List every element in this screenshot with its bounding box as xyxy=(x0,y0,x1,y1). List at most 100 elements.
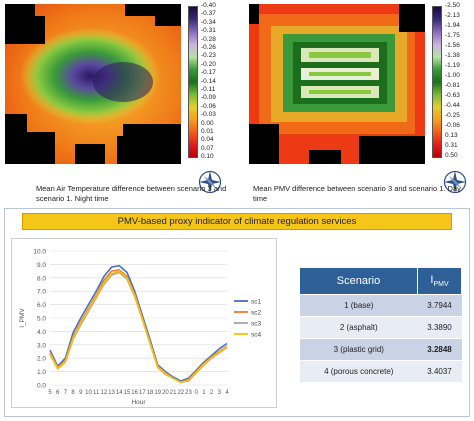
colorbar-label: -0.09 xyxy=(201,94,216,102)
colorbar-label: -1.38 xyxy=(445,52,460,59)
x-tick-label: 15 xyxy=(124,390,131,396)
x-tick-label: 23 xyxy=(185,390,192,396)
chart-svg: 0.01.02.03.04.05.06.07.08.09.010.05 6 7 8 9 1… xyxy=(19,249,262,407)
scenario-cell: 3 (plastic grid) xyxy=(300,337,418,360)
colorbar-label: -0.14 xyxy=(201,77,216,85)
colorbar-label: -0.06 xyxy=(201,102,216,110)
scenario-table: Scenario IPMV 1 (base) 3.7944 2 (asphalt… xyxy=(300,268,462,382)
x-tick-label: 14 xyxy=(116,390,123,396)
table-row: 2 (asphalt) 3.3890 xyxy=(300,315,462,338)
colorbar-label: -0.28 xyxy=(201,35,216,43)
y-axis-label: I_PMV xyxy=(19,308,26,328)
x-tick-label: 13 xyxy=(108,390,115,396)
colorbar-label: -0.26 xyxy=(201,44,216,51)
air-temperature-colorbar xyxy=(188,6,198,158)
pmv-colorbar-labels: -2.50 -2.13 -1.94 -1.75 -1.56 -1.38 -1.1… xyxy=(445,2,474,162)
scenario-cell: 1 (base) xyxy=(300,293,418,316)
header-scenario: Scenario xyxy=(300,268,418,294)
ipmv-cell: 3.4037 xyxy=(417,359,462,382)
x-tick-label: 10 xyxy=(85,390,92,396)
colorbar-label: -1.19 xyxy=(445,62,460,69)
colorbar-label: -1.94 xyxy=(445,22,460,29)
series-line-sc4 xyxy=(49,270,228,384)
y-tick-label: 7.0 xyxy=(37,289,46,296)
scenario-cell: 2 (asphalt) xyxy=(300,315,418,338)
panel-title-banner: PMV-based proxy indicator of climate reg… xyxy=(22,213,452,230)
left-map-caption: Mean Air Temperature difference between … xyxy=(36,184,227,203)
x-tick-label: 17 xyxy=(139,390,146,396)
y-tick-label: 6.0 xyxy=(37,302,46,309)
colorbar-label: -0.20 xyxy=(201,60,216,68)
legend-label: sc2 xyxy=(251,310,262,317)
x-tick-label: 7 xyxy=(64,390,68,396)
scenario-cell: 4 (porous concrete) xyxy=(300,359,418,382)
series-line-sc1 xyxy=(49,264,228,382)
x-tick-label: 8 xyxy=(71,390,75,396)
colorbar-label: 0.04 xyxy=(201,136,214,144)
ipmv-cell: 3.2848 xyxy=(417,337,462,360)
ipmv-cell: 3.7944 xyxy=(417,293,462,316)
x-tick-label: 18 xyxy=(147,390,154,396)
y-tick-label: 4.0 xyxy=(37,329,46,336)
colorbar-label: 0.31 xyxy=(445,142,458,149)
colorbar-label: -0.17 xyxy=(201,69,216,77)
pmv-colorbar xyxy=(432,6,442,158)
x-tick-label: 6 xyxy=(56,390,60,396)
x-tick-label: 4 xyxy=(225,390,229,396)
colorbar-label: 0.01 xyxy=(201,128,214,135)
x-tick-label: 16 xyxy=(131,390,138,396)
x-tick-label: 3 xyxy=(218,390,222,396)
colorbar-label: 0.50 xyxy=(445,152,458,159)
colorbar-label: 0.10 xyxy=(201,153,214,161)
x-tick-label: 20 xyxy=(162,390,169,396)
pmv-difference-map xyxy=(249,4,425,164)
y-tick-label: 5.0 xyxy=(37,316,46,323)
ipmv-cell: 3.3890 xyxy=(417,315,462,338)
colorbar-label: -0.03 xyxy=(201,111,216,119)
x-tick-label: 1 xyxy=(202,390,206,396)
legend-label: sc4 xyxy=(251,332,262,339)
colorbar-label: 0.13 xyxy=(445,132,458,139)
y-tick-label: 9.0 xyxy=(37,262,46,269)
legend-label: sc1 xyxy=(251,299,262,306)
header-ipmv: IPMV xyxy=(417,268,462,294)
colorbar-label: -1.00 xyxy=(445,72,460,79)
x-axis-label: Hour xyxy=(131,399,146,406)
table-row: 4 (porous concrete) 3.4037 xyxy=(300,359,462,382)
y-tick-label: 10.0 xyxy=(33,249,46,256)
colorbar-label: 0.00 xyxy=(201,119,214,127)
x-tick-label: 11 xyxy=(93,390,100,396)
x-tick-label: 5 xyxy=(48,390,52,396)
colorbar-label: -0.37 xyxy=(201,10,216,18)
colorbar-label: -0.63 xyxy=(445,92,460,99)
x-tick-label: 21 xyxy=(170,390,177,396)
colorbar-label: -0.31 xyxy=(201,27,216,35)
colorbar-label: -0.11 xyxy=(201,86,216,93)
x-tick-label: 12 xyxy=(101,390,108,396)
y-tick-label: 3.0 xyxy=(37,342,46,349)
x-tick-label: 2 xyxy=(210,390,214,396)
x-tick-label: 9 xyxy=(79,390,83,396)
compass-rose-icon xyxy=(443,170,467,194)
colorbar-label: -0.44 xyxy=(445,102,460,109)
y-tick-label: 2.0 xyxy=(37,356,46,363)
ipmv-line-chart: 0.0 1.0 2.0 3.0 4.0 5.0 6.0 7.0 8.0 9.0 10.0 5 6 7 8 9 1… xyxy=(11,238,277,408)
x-tick-label: 19 xyxy=(154,390,161,396)
colorbar-label: -2.13 xyxy=(445,12,460,19)
colorbar-label: -0.34 xyxy=(201,18,216,26)
colorbar-label: 0.07 xyxy=(201,144,214,152)
table-row: 3 (plastic grid) 3.2848 xyxy=(300,337,462,360)
y-tick-label: 1.0 xyxy=(37,369,46,376)
legend-label: sc3 xyxy=(251,321,262,328)
air-temperature-colorbar-labels: -0.40 -0.37 -0.34 -0.31 -0.28 -0.26 -0.2… xyxy=(201,2,241,162)
header-ipmv-sub: PMV xyxy=(433,280,449,288)
compass-rose-icon xyxy=(198,170,222,194)
header-ipmv-main: I xyxy=(430,273,434,286)
x-tick-label: 0 xyxy=(195,390,199,396)
x-tick-label: 22 xyxy=(177,390,184,396)
colorbar-label: -0.06 xyxy=(445,122,460,129)
table-row: 1 (base) 3.7944 xyxy=(300,293,462,316)
colorbar-label: -0.25 xyxy=(445,112,460,119)
y-tick-label: 0.0 xyxy=(37,383,46,390)
colorbar-label: -2.50 xyxy=(445,2,460,9)
